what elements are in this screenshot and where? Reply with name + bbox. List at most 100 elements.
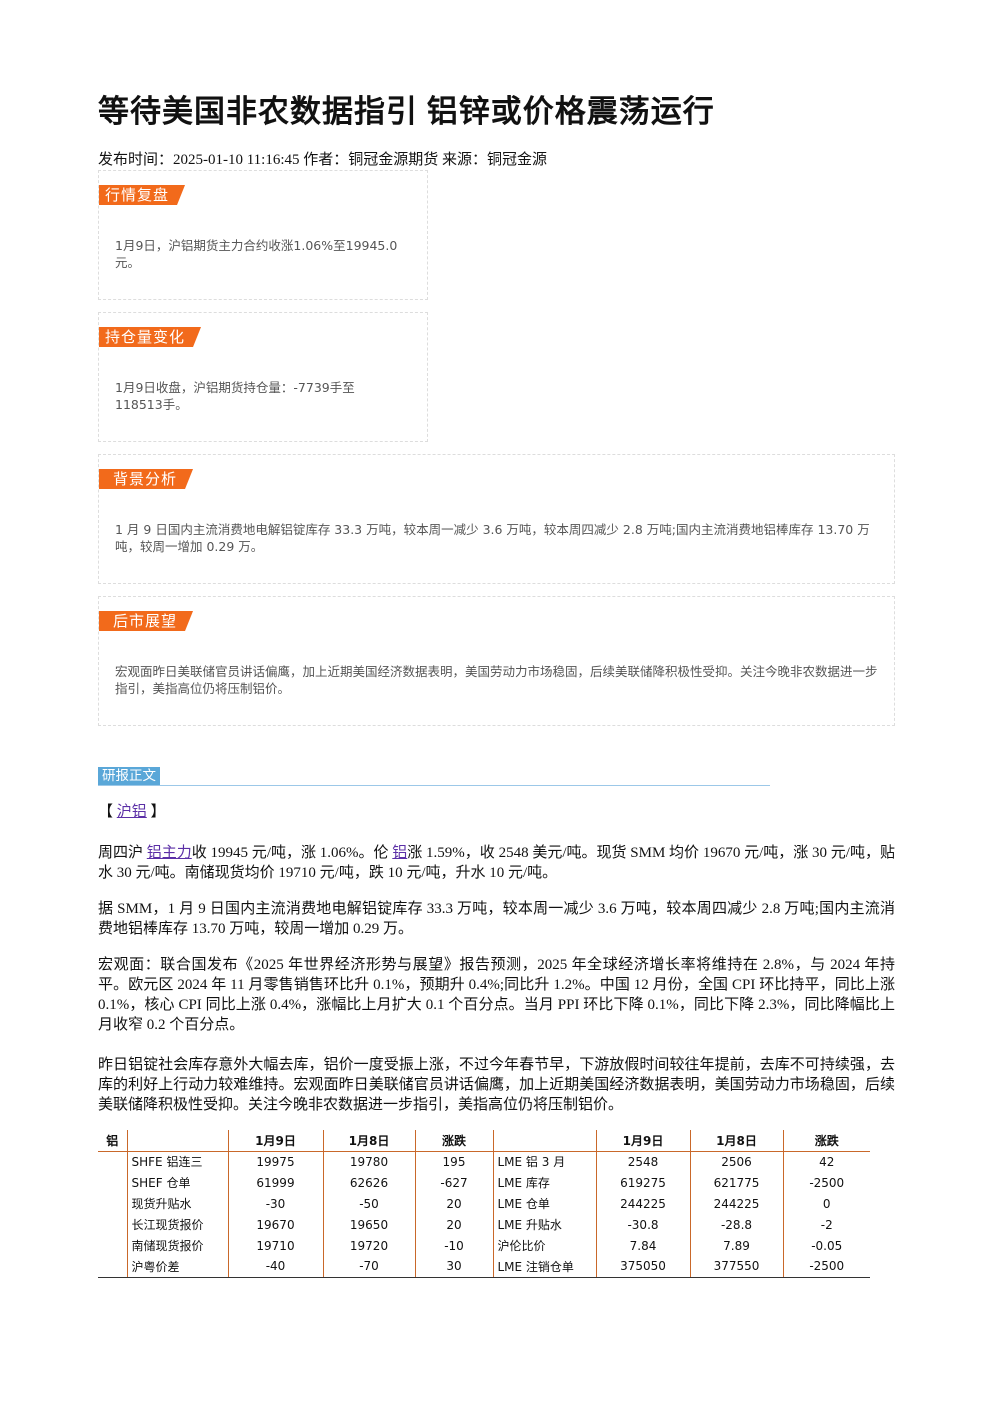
cell: 19720: [322, 1235, 415, 1256]
cell: 42: [782, 1151, 870, 1172]
cell: 195: [414, 1151, 493, 1172]
cell: 7.89: [689, 1235, 783, 1256]
cell: [98, 1151, 127, 1172]
section-text: 1月9日，沪铝期货主力合约收涨1.06%至19945.0元。: [115, 238, 398, 270]
cell: 南储现货报价: [126, 1235, 228, 1256]
table-row: 南储现货报价 19710 19720 -10 沪伦比价 7.84 7.89 -0.05: [98, 1235, 870, 1256]
table-row: 现货升贴水 -30 -50 20 LME 仓单 244225 244225 0: [98, 1193, 870, 1214]
cell: 沪粤价差: [126, 1256, 228, 1278]
cell: LME 库存: [492, 1172, 596, 1193]
text-run: 宏观面：联合国发布《2025 年世界经济形势与展望》报告预测，2025 年全球经…: [98, 957, 895, 1033]
cell: 19650: [322, 1214, 415, 1235]
cell: 375050: [595, 1256, 690, 1278]
cell: -627: [414, 1172, 493, 1193]
cell: -2500: [782, 1256, 870, 1278]
cell: 244225: [689, 1193, 783, 1214]
cell: -30: [227, 1193, 323, 1214]
table-row: SHEF 仓单 61999 62626 -627 LME 库存 619275 621775-…: [98, 1172, 870, 1193]
section: 后市展望 宏观面昨日美联储官员讲话偏鹰，加上近期美国经济数据表明，美国劳动力市场…: [98, 596, 895, 726]
section-text: 1月9日收盘，沪铝期货持仓量：-7739手至118513手。: [115, 380, 355, 412]
cell: 2506: [689, 1151, 783, 1172]
cell: 20: [414, 1193, 493, 1214]
cell: -28.8: [689, 1214, 783, 1235]
section-heading: 持仓量变化: [99, 327, 201, 347]
paragraph: 昨日铝锭社会库存意外大幅去库，铝价一度受振上涨，不过今年春节早，下游放假时间较往…: [98, 1055, 895, 1115]
inline-link[interactable]: 铝: [392, 845, 408, 861]
cell: -2500: [782, 1172, 870, 1193]
cell: 621775: [689, 1172, 783, 1193]
tag-link[interactable]: 沪铝: [116, 804, 147, 820]
cell: SHFE 铝连三: [126, 1151, 228, 1172]
divider: [98, 785, 770, 786]
cell: 244225: [595, 1193, 690, 1214]
bracket: 【: [98, 804, 114, 820]
text-run: 据 SMM，1 月 9 日国内主流消费地电解铝锭库存 33.3 万吨，较本周一减…: [98, 901, 895, 937]
paragraph: 据 SMM，1 月 9 日国内主流消费地电解铝锭库存 33.3 万吨，较本周一减…: [98, 899, 895, 939]
cell: -40: [227, 1256, 323, 1278]
cell: 30: [414, 1256, 493, 1278]
cell: 1月9日: [227, 1130, 323, 1152]
cell: -0.05: [782, 1235, 870, 1256]
text-run: 收 19945 元/吨，涨 1.06%。伦: [191, 845, 393, 861]
cell: -2: [782, 1214, 870, 1235]
cell: 1月8日: [689, 1130, 783, 1152]
cell: 1月9日: [595, 1130, 690, 1152]
cell: 沪伦比价: [492, 1235, 596, 1256]
cell: 20: [414, 1214, 493, 1235]
cell: -10: [414, 1235, 493, 1256]
cell: 长江现货报价: [126, 1214, 228, 1235]
cell: 涨跌: [782, 1130, 870, 1152]
section-text: 1 月 9 日国内主流消费地电解铝锭库存 33.3 万吨，较本周一减少 3.6 …: [115, 522, 870, 554]
header-row: 铝 1月9日 1月8日 涨跌 1月9日 1月8日 涨跌: [98, 1130, 870, 1152]
cell: 619275: [595, 1172, 690, 1193]
cell: [98, 1256, 127, 1278]
section: 背景分析 1 月 9 日国内主流消费地电解铝锭库存 33.3 万吨，较本周一减少…: [98, 454, 895, 584]
cell: [126, 1130, 228, 1152]
cell: -70: [322, 1256, 415, 1278]
text-run: 周四沪: [98, 845, 147, 861]
inline-link[interactable]: 铝主力: [146, 845, 192, 861]
table-row: SHFE 铝连三 19975 19780 195 LME 铝 3 月 2548 2506 42: [98, 1151, 870, 1172]
section: 行情复盘 1月9日，沪铝期货主力合约收涨1.06%至19945.0元。: [98, 170, 428, 300]
cell: -30.8: [595, 1214, 690, 1235]
meta: 发布时间：2025-01-10 11:16:45 作者：铜冠金源期货 来源：铜冠…: [98, 152, 548, 168]
section-heading: 行情复盘: [99, 185, 185, 205]
cell: 1月8日: [322, 1130, 415, 1152]
section: 持仓量变化 1月9日收盘，沪铝期货持仓量：-7739手至118513手。: [98, 312, 428, 442]
cell: LME 仓单: [492, 1193, 596, 1214]
cell: [98, 1193, 127, 1214]
section-heading: 背景分析: [99, 469, 193, 489]
paragraph: 周四沪 铝主力收 19945 元/吨，涨 1.06%。伦 铝涨 1.59%，收 …: [98, 843, 895, 883]
cell: LME 注销仓单: [492, 1256, 596, 1278]
paragraph: 宏观面：联合国发布《2025 年世界经济形势与展望》报告预测，2025 年全球经…: [98, 955, 895, 1035]
cell: 铝: [98, 1130, 127, 1152]
cell: 19780: [322, 1151, 415, 1172]
bracket: 】: [150, 804, 166, 820]
report-heading: 研报正文: [98, 767, 160, 786]
section-text: 宏观面昨日美联储官员讲话偏鹰，加上近期美国经济数据表明，美国劳动力市场稳固，后续…: [115, 664, 878, 696]
cell: 61999: [227, 1172, 323, 1193]
table-row: 长江现货报价 19670 19650 20 LME 升贴水 -30.8 -28.8 -2: [98, 1214, 870, 1235]
cell: 2548: [595, 1151, 690, 1172]
cell: [98, 1172, 127, 1193]
cell: [98, 1235, 127, 1256]
cell: 19670: [227, 1214, 323, 1235]
cell: 19710: [227, 1235, 323, 1256]
cell: [98, 1214, 127, 1235]
cell: SHEF 仓单: [126, 1172, 228, 1193]
cell: 377550: [689, 1256, 783, 1278]
cell: 0: [782, 1193, 870, 1214]
cell: 现货升贴水: [126, 1193, 228, 1214]
cell: LME 升贴水: [492, 1214, 596, 1235]
cell: 62626: [322, 1172, 415, 1193]
table-row: 沪粤价差 -40 -70 30 LME 注销仓单 375050 377550 -2500: [98, 1256, 870, 1278]
cell: -50: [322, 1193, 415, 1214]
cell: 涨跌: [414, 1130, 493, 1152]
cell: [492, 1130, 596, 1152]
text-run: 涨 1.59%，收 2548 美元/吨。现货 SMM 均价 19670 元/吨，…: [98, 845, 895, 881]
cell: 19975: [227, 1151, 323, 1172]
data-table: 铝 1月9日 1月8日 涨跌 1月9日 1月8日 涨跌 SHFE 铝连三 19975 19780 1…: [98, 1130, 870, 1278]
title: 等待美国非农数据指引 铝锌或价格震荡运行: [98, 94, 715, 129]
cell: LME 铝 3 月: [492, 1151, 596, 1172]
